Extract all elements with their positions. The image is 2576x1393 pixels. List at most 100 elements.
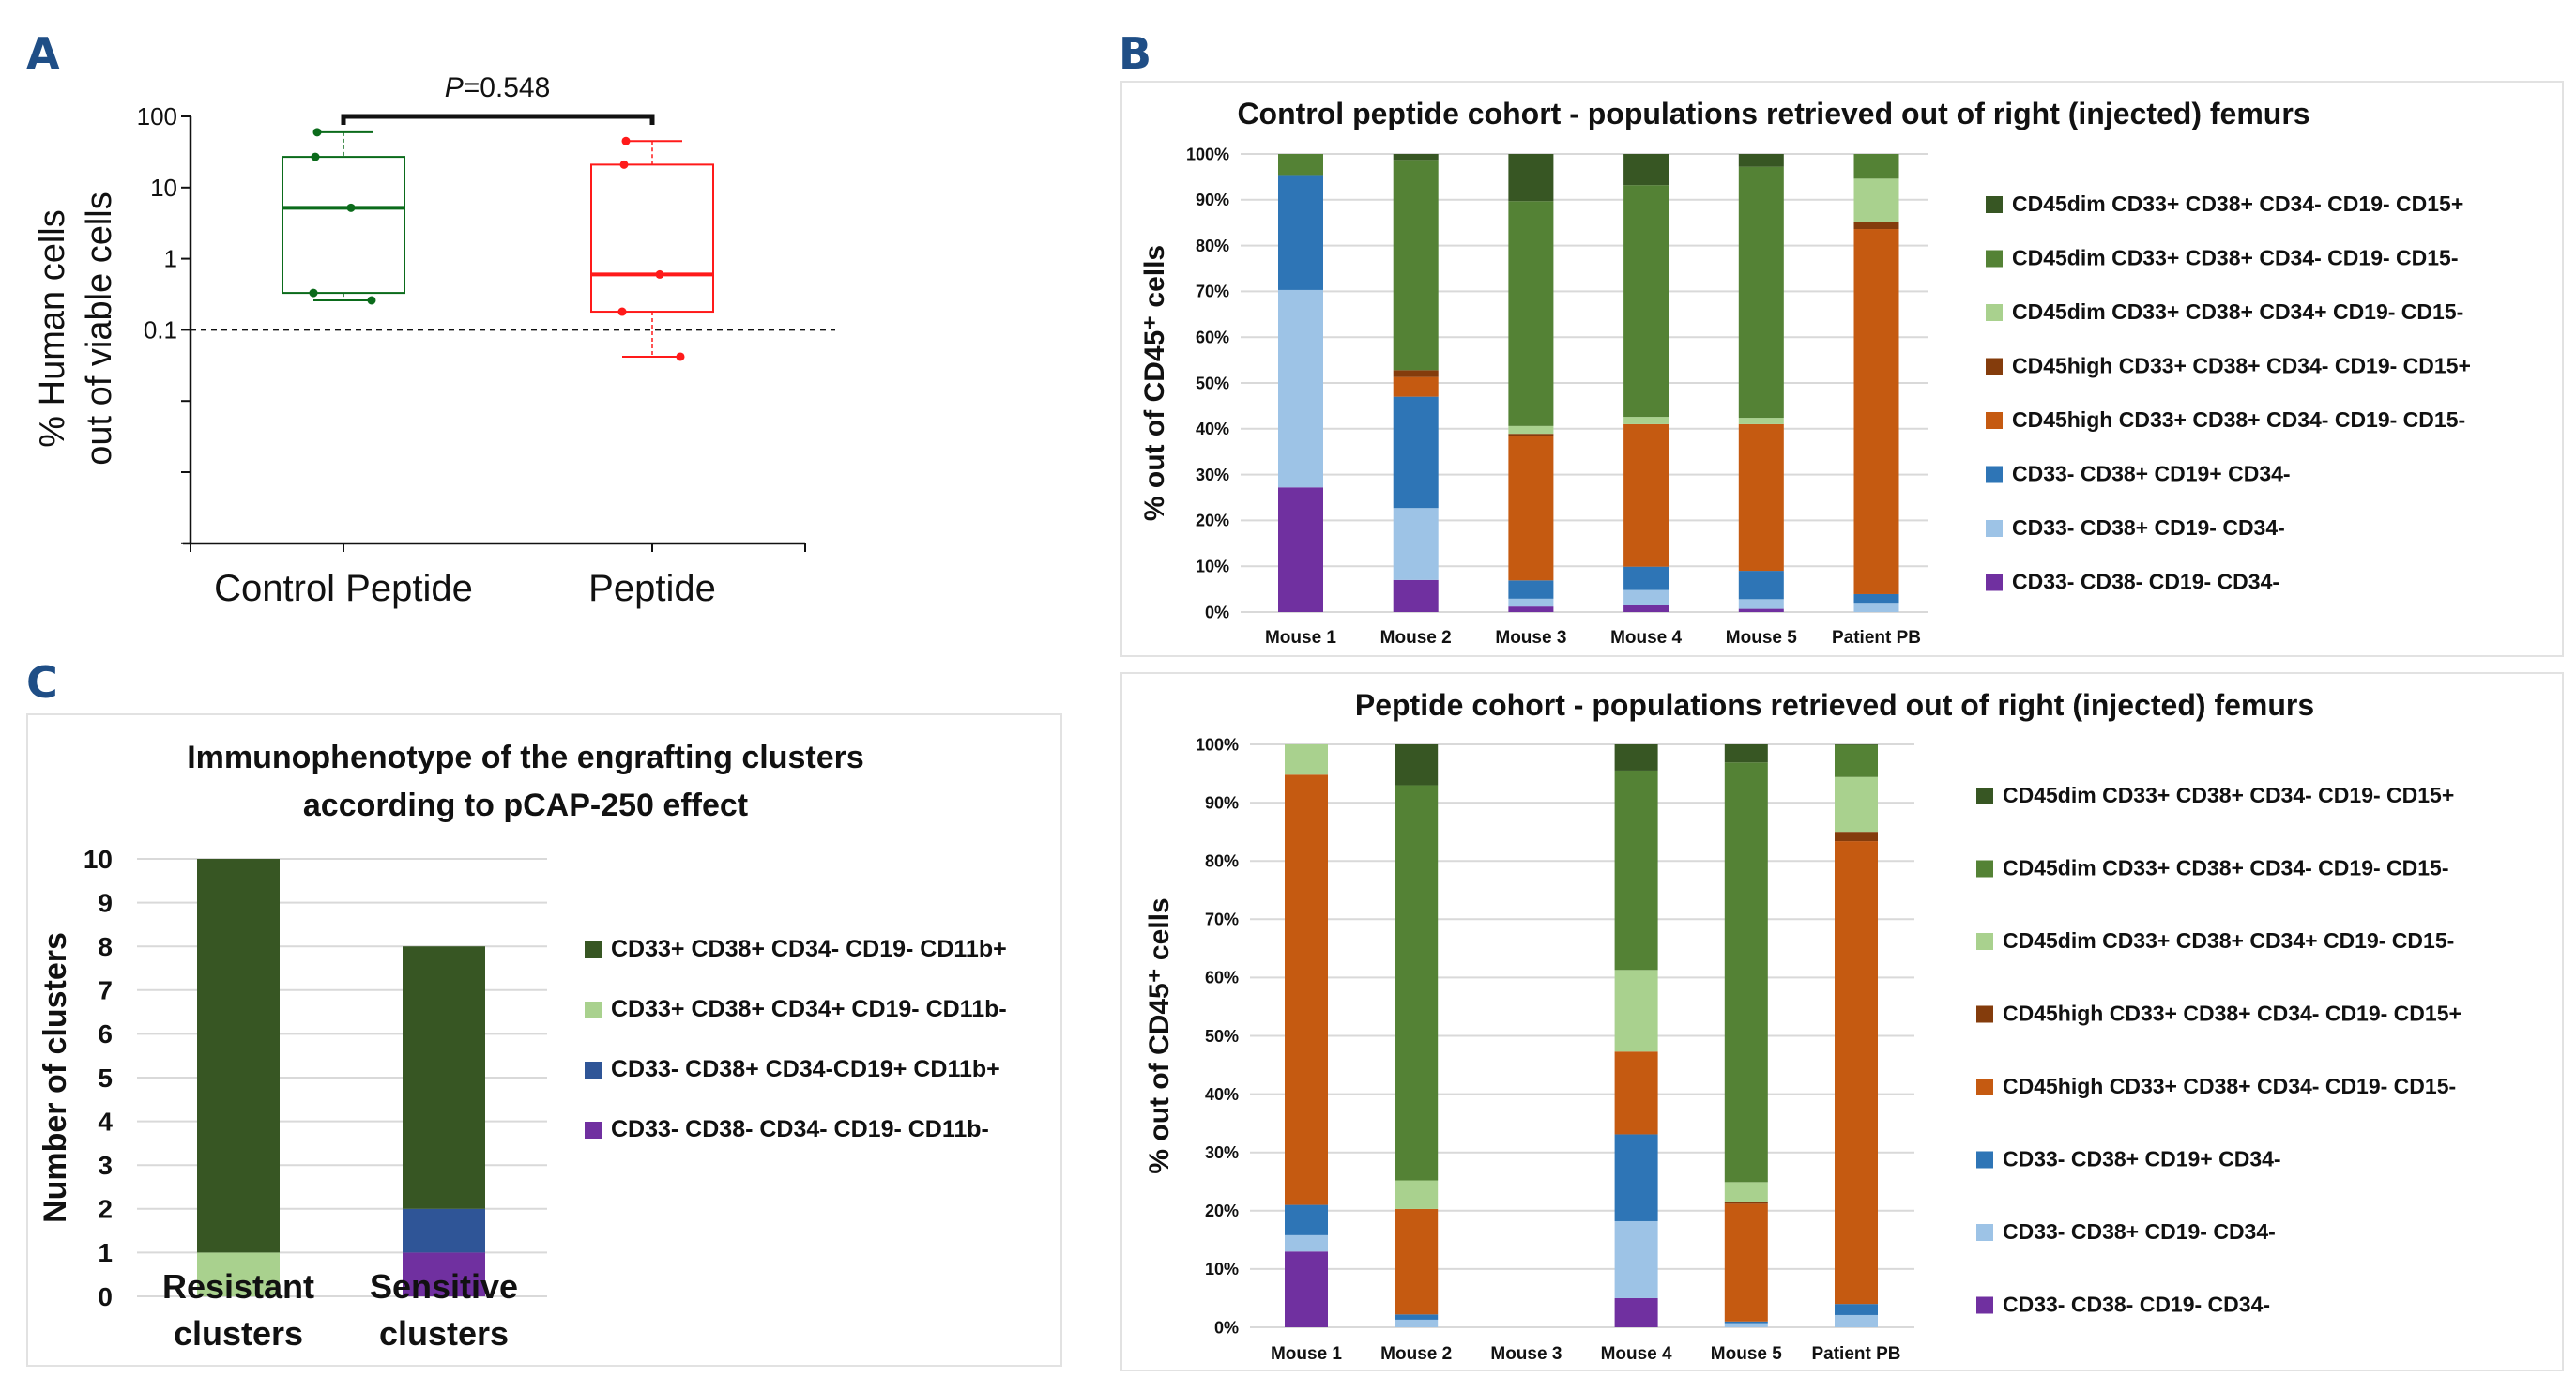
data-point: [311, 152, 320, 161]
bar-segment: [1508, 580, 1554, 599]
legend-label: CD33- CD38+ CD19- CD34-: [2012, 515, 2285, 540]
y-tick-label: 70%: [1205, 911, 1239, 929]
bar-segment: [197, 1252, 280, 1296]
y-tick-label: 60%: [1196, 329, 1229, 347]
data-point: [346, 203, 356, 212]
x-tick-label: Mouse 1: [1271, 1344, 1342, 1364]
y-tick-label: 10: [84, 845, 113, 874]
bar-segment: [1395, 1180, 1439, 1209]
bar-stack: [403, 946, 485, 1296]
box: [590, 163, 714, 314]
y-tick-label: 100%: [1186, 145, 1229, 163]
legend-swatch: [1976, 933, 1993, 950]
x-tick-label: clusters: [379, 1314, 509, 1353]
x-tick-label: clusters: [174, 1314, 303, 1353]
panel-c-letter: C: [26, 657, 58, 708]
bar-segment: [1738, 423, 1784, 572]
bar-segment: [1285, 1251, 1328, 1327]
legend-label: CD45dim CD33+ CD38+ CD34- CD19- CD15+: [2003, 783, 2454, 807]
bar-segment: [1724, 1321, 1768, 1324]
x-tick-label: Mouse 3: [1490, 1344, 1562, 1364]
legend-swatch: [1986, 358, 2003, 375]
legend-swatch: [1986, 196, 2003, 213]
bar-segment: [1738, 599, 1784, 609]
y-tick-label: 80%: [1205, 852, 1239, 871]
bar-stack: [1395, 744, 1439, 1327]
p-value-annotation: P=0.548: [445, 72, 551, 103]
bar-segment: [1614, 770, 1658, 971]
x-tick-label: Control Peptide: [214, 568, 473, 609]
box-control-peptide: [282, 128, 405, 305]
legend-label: CD45dim CD33+ CD38+ CD34- CD19- CD15-: [2003, 856, 2449, 880]
bar-segment: [1393, 160, 1439, 371]
bar-segment: [1393, 370, 1439, 377]
y-axis-label: Number of clusters: [38, 932, 73, 1223]
bar-segment: [1835, 832, 1878, 842]
y-axis-label: % out of CD45⁺ cells: [1144, 897, 1175, 1173]
data-point: [367, 296, 376, 305]
bar-segment: [1623, 154, 1669, 186]
legend-swatch: [1976, 1005, 1993, 1023]
bar-stack: [1623, 154, 1669, 612]
bar-segment: [1614, 744, 1658, 771]
legend-label: CD33+ CD38+ CD34+ CD19- CD11b-: [611, 996, 1007, 1022]
bar-stack: [1853, 154, 1899, 612]
legend-swatch: [1976, 1224, 1993, 1241]
data-point: [655, 269, 664, 279]
box: [282, 156, 405, 295]
legend-swatch: [585, 1122, 602, 1139]
panel-b-control-chart: [1241, 153, 2003, 613]
y-tick-label: 1: [98, 1238, 113, 1267]
bar-stack: [1278, 154, 1323, 612]
y-tick-label: 4: [98, 1107, 113, 1136]
panel-b-peptide-chart: [1250, 743, 1993, 1328]
bar-segment: [1724, 1323, 1768, 1327]
bar-segment: [1623, 423, 1669, 567]
bar-segment: [1614, 1297, 1658, 1327]
y-tick-label: 70%: [1196, 283, 1229, 301]
legend-label: CD33- CD38+ CD19+ CD34-: [2003, 1147, 2281, 1171]
bar-segment: [403, 1252, 485, 1296]
y-tick-label: 80%: [1196, 237, 1229, 255]
bar-segment: [1278, 487, 1323, 612]
bar-segment: [1835, 776, 1878, 833]
bar-segment: [1853, 593, 1899, 604]
bar-stack: [1508, 154, 1554, 612]
x-tick-label: Patient PB: [1832, 628, 1921, 648]
legend-label: CD45dim CD33+ CD38+ CD34- CD19- CD15+: [2012, 191, 2463, 216]
bar-segment: [1853, 603, 1899, 612]
bar-segment: [1853, 154, 1899, 179]
bar-segment: [1395, 1314, 1439, 1320]
y-tick-label: 3: [98, 1151, 113, 1180]
y-tick-label: 20%: [1205, 1202, 1239, 1220]
bar-segment: [1285, 1204, 1328, 1235]
legend-label: CD45dim CD33+ CD38+ CD34+ CD19- CD15-: [2012, 299, 2463, 324]
y-tick-label: 40%: [1196, 420, 1229, 438]
y-tick-label: 100: [137, 102, 177, 130]
bar-segment: [1508, 154, 1554, 202]
y-tick-label: 8: [98, 932, 113, 961]
legend-swatch: [1976, 1296, 1993, 1314]
bar-segment: [1853, 222, 1899, 230]
legend-swatch: [1976, 788, 1993, 804]
bar-segment: [1285, 774, 1328, 1205]
legend-label: CD45dim CD33+ CD38+ CD34- CD19- CD15-: [2012, 246, 2459, 270]
bar-segment: [1393, 508, 1439, 580]
bar-segment: [1738, 166, 1784, 419]
legend-label: CD33- CD38+ CD34-CD19+ CD11b+: [611, 1056, 1000, 1082]
legend-swatch: [1986, 520, 2003, 537]
bar-segment: [1724, 1203, 1768, 1322]
bar-segment: [1623, 185, 1669, 418]
x-tick-label: Sensitive: [370, 1267, 518, 1306]
panel-c-chart: [137, 858, 602, 1297]
bar-segment: [1393, 376, 1439, 397]
x-tick-label: Mouse 5: [1726, 628, 1797, 648]
y-tick-label: 7: [98, 976, 113, 1005]
legend-label: CD45high CD33+ CD38+ CD34- CD19- CD15-: [2012, 407, 2465, 432]
y-axis-label: out of viable cells: [80, 191, 119, 466]
y-tick-label: 0: [98, 1282, 113, 1311]
legend-swatch: [585, 941, 602, 958]
data-point: [676, 352, 685, 361]
legend-label: CD33- CD38- CD19- CD34-: [2003, 1293, 2270, 1317]
y-tick-label: 40%: [1205, 1085, 1239, 1104]
